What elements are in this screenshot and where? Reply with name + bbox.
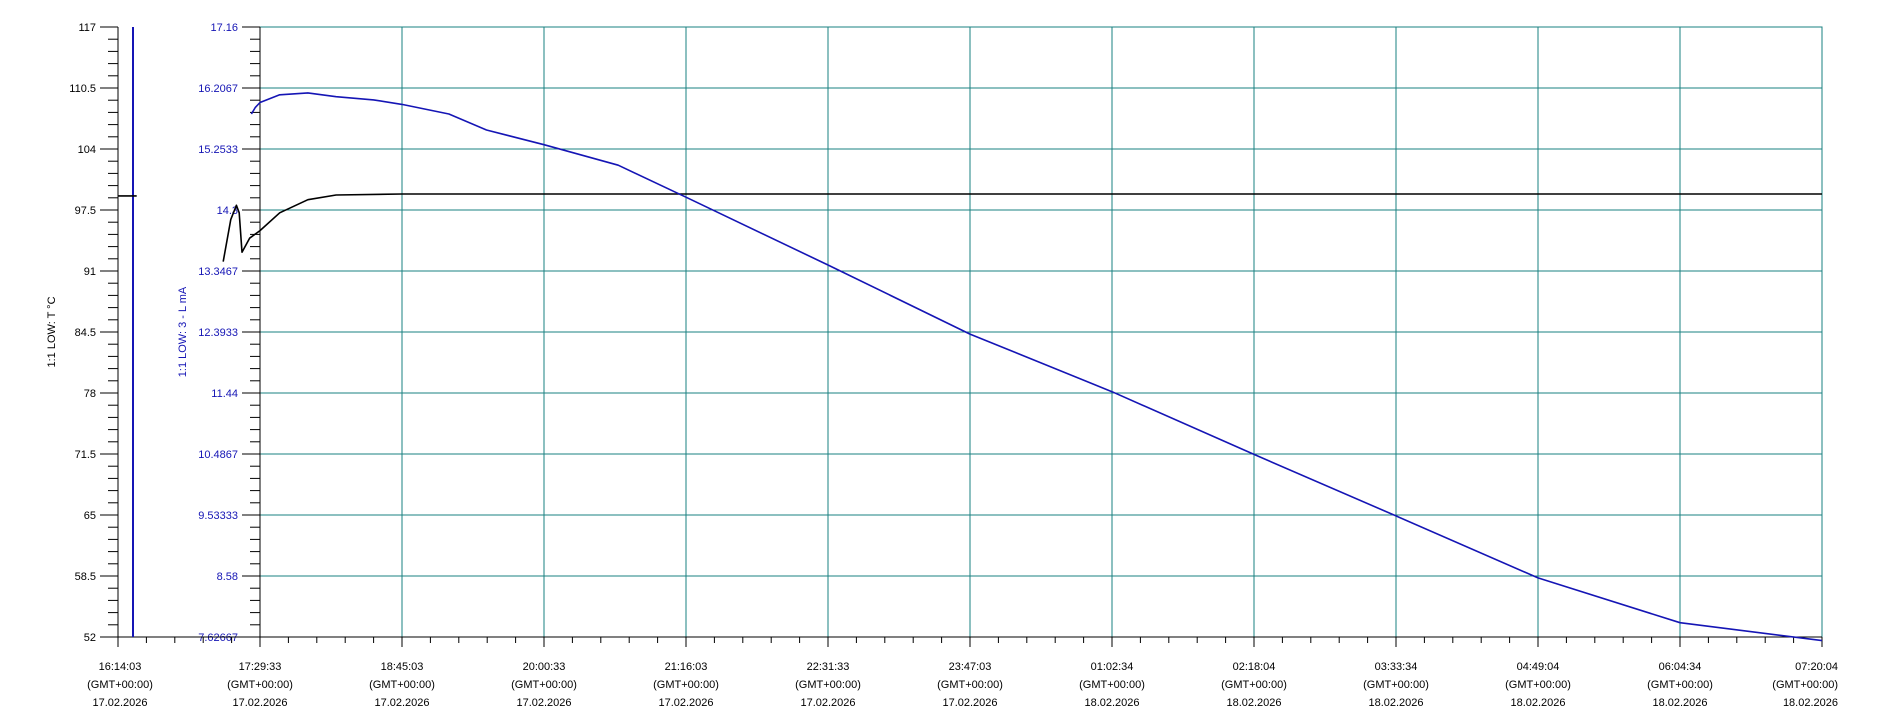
right-tick-label: 12.3933 (198, 327, 238, 339)
left-tick-label: 65 (84, 510, 96, 522)
x-tick-time: 23:47:03 (949, 661, 992, 673)
x-tick-time: 20:00:33 (523, 661, 566, 673)
x-tick-tz: (GMT+00:00) (369, 679, 435, 691)
x-tick-date: 17.02.2026 (658, 697, 713, 709)
right-tick-label: 17.16 (210, 22, 238, 34)
x-tick-date: 18.02.2026 (1226, 697, 1281, 709)
right-tick-label: 16.2067 (198, 83, 238, 95)
x-tick-time: 22:31:33 (807, 661, 850, 673)
left-tick-label: 110.5 (69, 83, 96, 95)
left-tick-label: 91 (84, 266, 96, 278)
x-tick-date: 17.02.2026 (92, 697, 147, 709)
x-tick-time: 06:04:34 (1659, 661, 1702, 673)
series-layer (118, 27, 1823, 642)
x-tick-time: 21:16:03 (665, 661, 708, 673)
x-tick-date: 17.02.2026 (516, 697, 571, 709)
x-tick-time: 04:49:04 (1517, 661, 1560, 673)
series-line-current (250, 92, 1823, 642)
x-tick-tz: (GMT+00:00) (1772, 679, 1838, 691)
left-axis-label: 1:1 LOW: T °C (46, 296, 58, 367)
left-tick-label: 84.5 (75, 327, 96, 339)
x-tick-time: 16:14:03 (99, 661, 142, 673)
x-tick-time: 17:29:33 (239, 661, 282, 673)
x-tick-tz: (GMT+00:00) (511, 679, 577, 691)
x-tick-date: 18.02.2026 (1783, 697, 1838, 709)
x-tick-tz: (GMT+00:00) (1647, 679, 1713, 691)
x-tick-tz: (GMT+00:00) (1221, 679, 1287, 691)
x-tick-time: 18:45:03 (381, 661, 424, 673)
right-tick-label: 13.3467 (198, 266, 238, 278)
x-tick-tz: (GMT+00:00) (1363, 679, 1429, 691)
right-tick-label: 11.44 (211, 388, 238, 400)
x-tick-date: 17.02.2026 (374, 697, 429, 709)
x-tick-tz: (GMT+00:00) (653, 679, 719, 691)
left-tick-label: 58.5 (75, 571, 96, 583)
x-tick-date: 18.02.2026 (1084, 697, 1139, 709)
grid-layer (259, 26, 1823, 638)
x-tick-time: 03:33:34 (1375, 661, 1418, 673)
x-tick-tz: (GMT+00:00) (1505, 679, 1571, 691)
right-tick-label: 8.58 (217, 571, 238, 583)
left-tick-label: 52 (84, 632, 96, 644)
x-tick-time: 01:02:34 (1091, 661, 1134, 673)
left-tick-label: 97.5 (75, 205, 96, 217)
x-tick-time: 07:20:04 (1795, 661, 1838, 673)
x-tick-date: 17.02.2026 (800, 697, 855, 709)
x-tick-date: 18.02.2026 (1652, 697, 1707, 709)
x-tick-date: 17.02.2026 (942, 697, 997, 709)
left-tick-label: 71.5 (75, 449, 96, 461)
x-tick-tz: (GMT+00:00) (227, 679, 293, 691)
right-tick-label: 15.2533 (198, 144, 238, 156)
x-tick-time: 02:18:04 (1233, 661, 1276, 673)
right-tick-label: 10.4867 (198, 449, 238, 461)
left-tick-label: 104 (78, 144, 96, 156)
series-line-temperature (118, 193, 1822, 262)
x-tick-tz: (GMT+00:00) (87, 679, 153, 691)
x-tick-date: 18.02.2026 (1510, 697, 1565, 709)
left-tick-label: 117 (78, 22, 96, 34)
x-tick-tz: (GMT+00:00) (937, 679, 1003, 691)
right-axis-label: 1:1 LOW: 3 - L mA (177, 286, 189, 377)
x-tick-date: 18.02.2026 (1368, 697, 1423, 709)
x-tick-tz: (GMT+00:00) (1079, 679, 1145, 691)
x-tick-date: 17.02.2026 (232, 697, 287, 709)
right-tick-label: 7.62667 (198, 632, 238, 644)
x-tick-tz: (GMT+00:00) (795, 679, 861, 691)
left-tick-label: 78 (84, 388, 96, 400)
right-tick-label: 9.53333 (198, 510, 238, 522)
